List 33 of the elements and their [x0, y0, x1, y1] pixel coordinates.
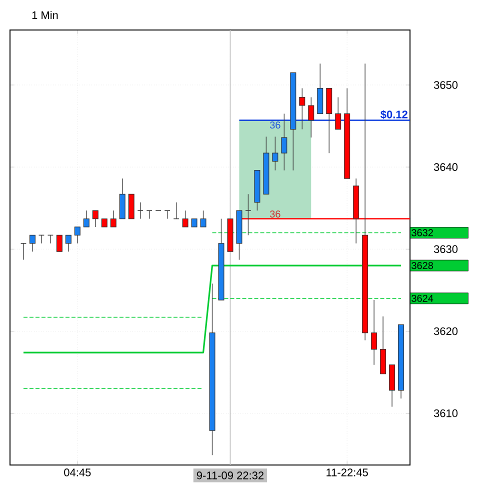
data-label: 3624 — [412, 294, 434, 302]
y-tick-label: 3610 — [434, 409, 458, 418]
annotation: 36 — [270, 210, 280, 218]
candlestick — [272, 136, 278, 171]
candlestick — [371, 300, 378, 366]
candlestick — [182, 210, 188, 228]
candlestick — [110, 210, 116, 228]
data-label: 3632 — [412, 229, 433, 236]
candlestick — [92, 210, 98, 228]
candlestick — [308, 96, 314, 138]
candlestick — [137, 202, 144, 220]
data-label: 3628 — [412, 262, 434, 270]
y-tick-label: 3630 — [434, 245, 458, 254]
candlestick — [20, 242, 27, 260]
candlestick — [74, 226, 80, 244]
candlestick — [299, 88, 306, 130]
candlestick — [281, 113, 288, 171]
candlestick — [335, 96, 342, 130]
y-tick-label: 3640 — [434, 163, 458, 171]
x-tick-label: 9-11-09 22:32 — [196, 472, 264, 480]
candlestick — [200, 210, 206, 228]
candlestick — [65, 234, 72, 252]
x-tick-label: 04:45 — [64, 468, 91, 476]
annotation: 36 — [270, 121, 280, 129]
annotation: $0.12 — [380, 110, 408, 120]
candlestick — [245, 194, 252, 236]
y-tick-label: 3650 — [434, 81, 458, 89]
candlestick — [29, 234, 36, 252]
x-tick-label: 11-22:45 — [326, 468, 368, 476]
candlestick — [83, 210, 90, 228]
y-tick-label: 3620 — [434, 327, 458, 336]
candlestick — [56, 234, 62, 252]
chart-title: 1 Min — [32, 11, 58, 19]
